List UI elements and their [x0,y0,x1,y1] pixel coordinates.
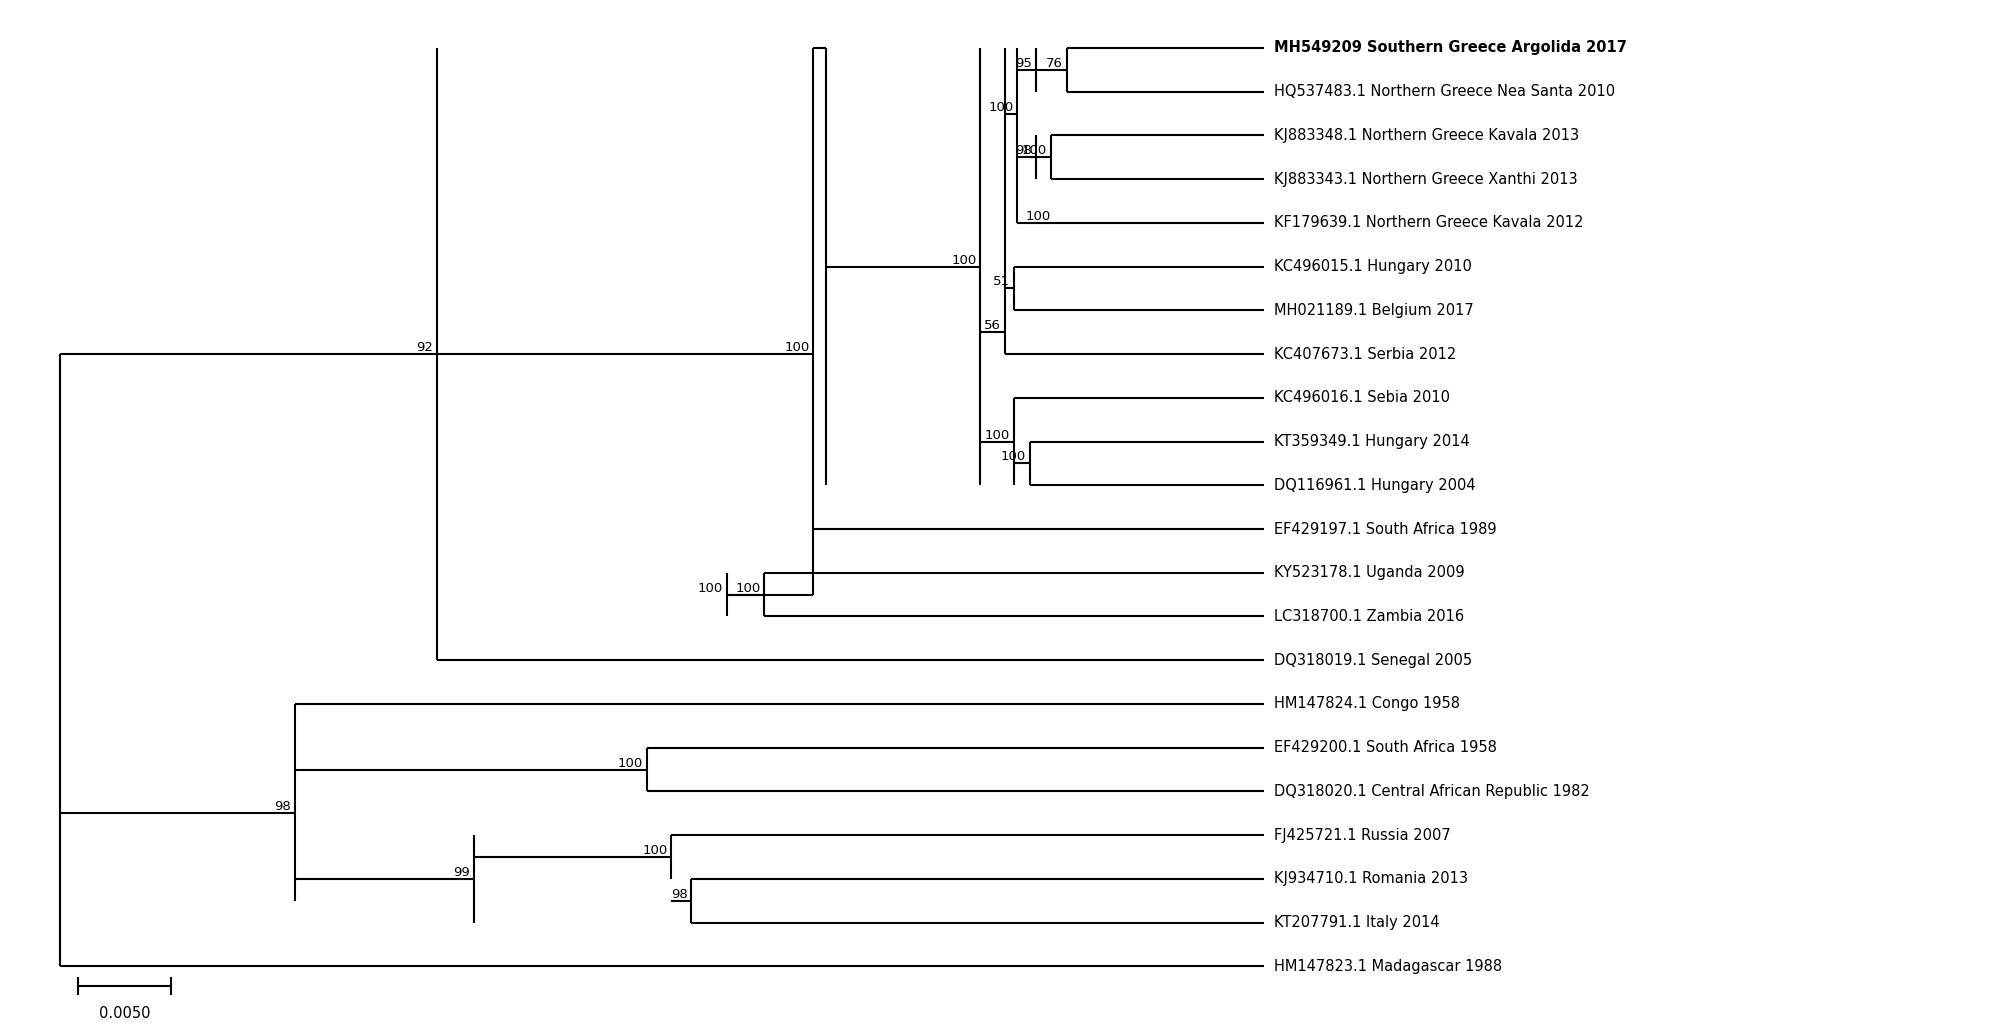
Text: 100: 100 [643,844,667,857]
Text: KC496016.1 Sebia 2010: KC496016.1 Sebia 2010 [1274,390,1451,406]
Text: 100: 100 [985,428,1009,441]
Text: MH549209 Southern Greece Argolida 2017: MH549209 Southern Greece Argolida 2017 [1274,40,1628,55]
Text: HQ537483.1 Northern Greece Nea Santa 2010: HQ537483.1 Northern Greece Nea Santa 201… [1274,84,1616,99]
Text: LC318700.1 Zambia 2016: LC318700.1 Zambia 2016 [1274,609,1465,624]
Text: 100: 100 [736,582,760,595]
Text: 98: 98 [273,801,291,813]
Text: 95: 95 [1015,56,1033,70]
Text: 100: 100 [1021,144,1047,158]
Text: KJ883348.1 Northern Greece Kavala 2013: KJ883348.1 Northern Greece Kavala 2013 [1274,128,1580,143]
Text: KC496015.1 Hungary 2010: KC496015.1 Hungary 2010 [1274,259,1471,274]
Text: FJ425721.1 Russia 2007: FJ425721.1 Russia 2007 [1274,827,1451,843]
Text: EF429200.1 South Africa 1958: EF429200.1 South Africa 1958 [1274,740,1497,755]
Text: DQ318019.1 Senegal 2005: DQ318019.1 Senegal 2005 [1274,652,1473,668]
Text: KT359349.1 Hungary 2014: KT359349.1 Hungary 2014 [1274,434,1469,450]
Text: KJ934710.1 Romania 2013: KJ934710.1 Romania 2013 [1274,871,1469,887]
Text: 0.0050: 0.0050 [98,1006,151,1021]
Text: HM147823.1 Madagascar 1988: HM147823.1 Madagascar 1988 [1274,958,1503,974]
Text: MH021189.1 Belgium 2017: MH021189.1 Belgium 2017 [1274,303,1473,317]
Text: 100: 100 [1001,451,1025,464]
Text: DQ318020.1 Central African Republic 1982: DQ318020.1 Central African Republic 1982 [1274,784,1590,799]
Text: EF429197.1 South Africa 1989: EF429197.1 South Africa 1989 [1274,521,1497,537]
Text: 98: 98 [671,888,687,901]
Text: HM147824.1 Congo 1958: HM147824.1 Congo 1958 [1274,696,1461,712]
Text: 100: 100 [784,341,810,354]
Text: 92: 92 [416,341,432,354]
Text: 51: 51 [993,275,1009,289]
Text: 56: 56 [985,319,1001,332]
Text: 76: 76 [1045,56,1063,70]
Text: KJ883343.1 Northern Greece Xanthi 2013: KJ883343.1 Northern Greece Xanthi 2013 [1274,172,1578,186]
Text: KF179639.1 Northern Greece Kavala 2012: KF179639.1 Northern Greece Kavala 2012 [1274,215,1584,230]
Text: 100: 100 [617,757,643,770]
Text: 100: 100 [989,100,1013,114]
Text: 98: 98 [1015,144,1033,158]
Text: KY523178.1 Uganda 2009: KY523178.1 Uganda 2009 [1274,565,1465,581]
Text: 99: 99 [452,866,470,879]
Text: KC407673.1 Serbia 2012: KC407673.1 Serbia 2012 [1274,346,1457,361]
Text: 100: 100 [951,254,977,266]
Text: 100: 100 [697,582,724,595]
Text: 100: 100 [1025,210,1051,223]
Text: DQ116961.1 Hungary 2004: DQ116961.1 Hungary 2004 [1274,478,1475,493]
Text: KT207791.1 Italy 2014: KT207791.1 Italy 2014 [1274,915,1439,930]
